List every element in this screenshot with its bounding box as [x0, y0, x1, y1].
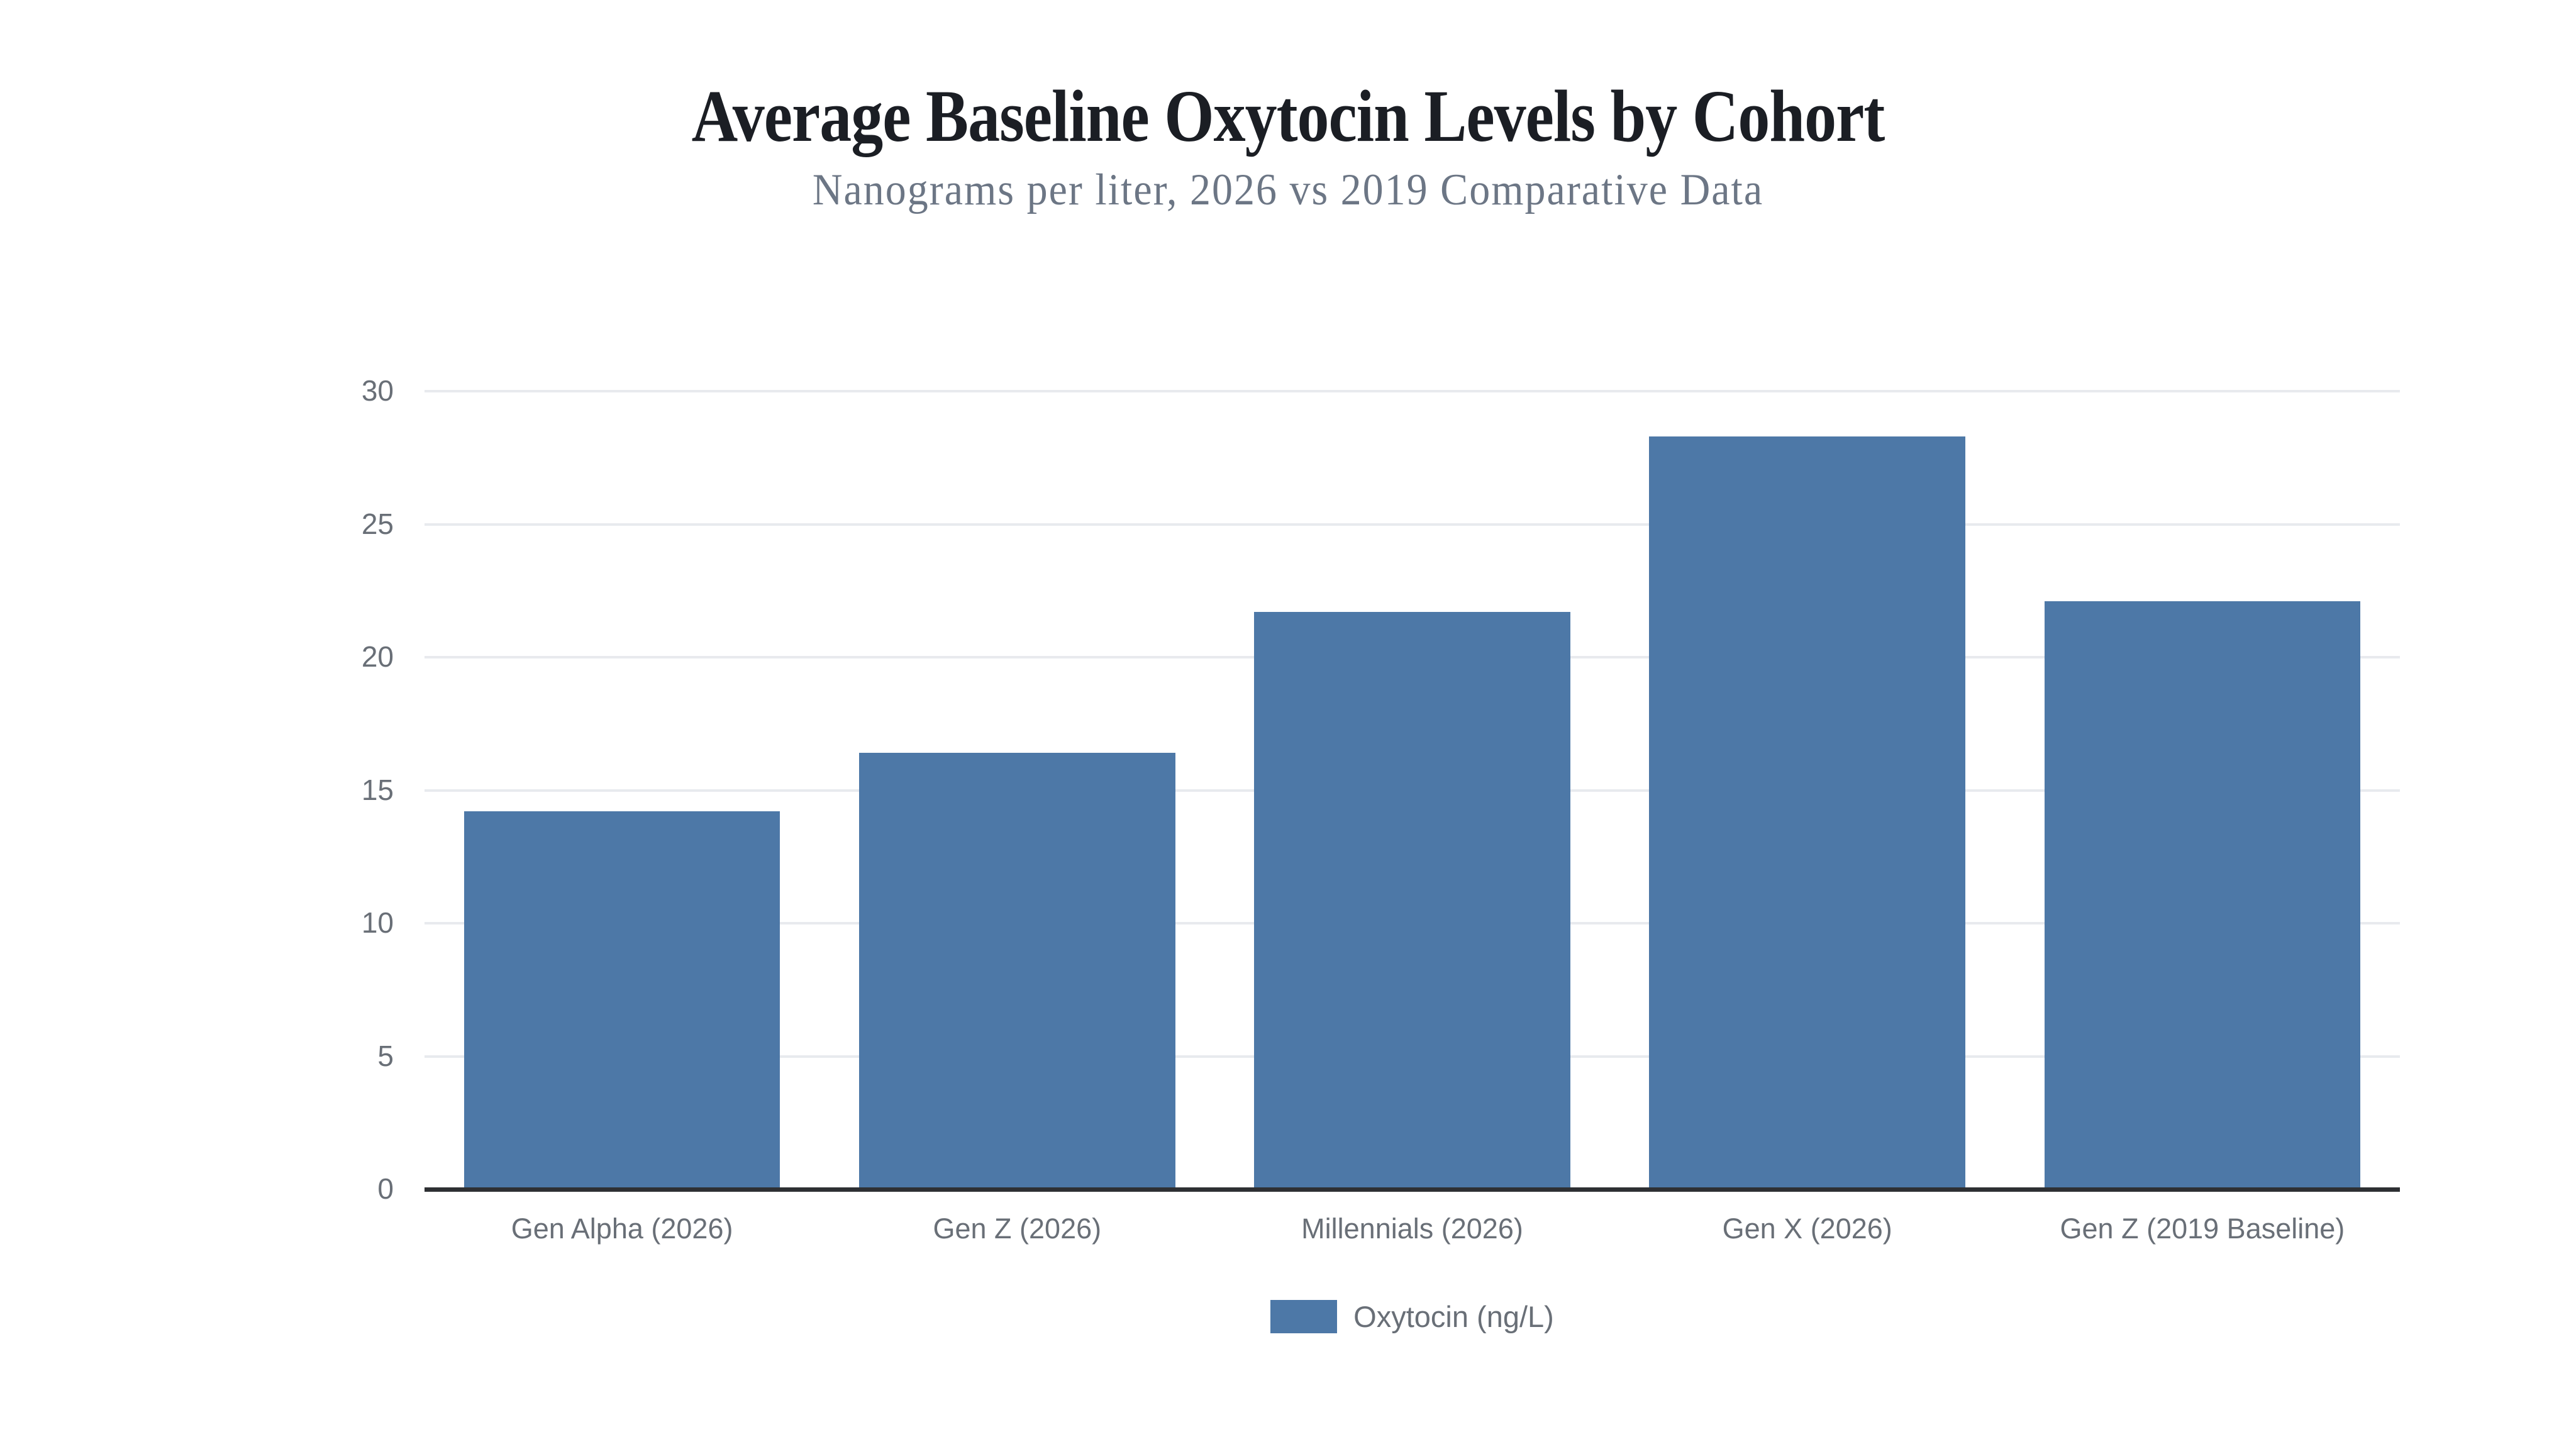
y-axis-tick-labels: 0 5 10 15 20 25 30 — [189, 374, 394, 1205]
x-axis-label: Gen X (2026) — [1722, 1213, 1892, 1245]
y-tick-label-25: 25 — [361, 507, 394, 540]
bars-group — [425, 391, 2400, 1189]
x-axis-label: Gen Alpha (2026) — [511, 1213, 733, 1245]
bar-gen-z-2026 — [859, 753, 1175, 1189]
x-axis-label: Millennials (2026) — [1301, 1213, 1523, 1245]
x-axis-category-labels: Gen Alpha (2026) Gen Z (2026) Millennials … — [425, 1213, 2400, 1245]
gridline-y-30 — [425, 390, 2400, 392]
y-tick-label-0: 0 — [377, 1172, 394, 1205]
bar-slot — [425, 391, 819, 1189]
chart-title: Average Baseline Oxytocin Levels by Coho… — [691, 75, 1885, 158]
y-tick-label-20: 20 — [361, 640, 394, 673]
plot-area — [425, 390, 2400, 1192]
bar-slot — [1610, 391, 2005, 1189]
legend-swatch-oxytocin — [1270, 1300, 1338, 1333]
y-tick-label-30: 30 — [361, 374, 394, 407]
bar-gen-alpha-2026 — [464, 811, 780, 1189]
y-tick-label-5: 5 — [377, 1039, 394, 1072]
bar-slot — [2005, 391, 2400, 1189]
legend: Oxytocin (ng/L) — [425, 1299, 2400, 1334]
y-tick-label-15: 15 — [361, 773, 394, 806]
bar-gen-x-2026 — [1649, 436, 1965, 1189]
x-axis-line — [425, 1187, 2400, 1192]
bar-gen-z-2019-baseline — [2044, 601, 2361, 1189]
legend-label-oxytocin: Oxytocin (ng/L) — [1353, 1300, 1554, 1333]
gridline-y-25 — [425, 523, 2400, 526]
y-tick-label-10: 10 — [361, 906, 394, 939]
bar-slot — [819, 391, 1214, 1189]
x-axis-label: Gen Z (2026) — [933, 1213, 1102, 1245]
bar-slot — [1214, 391, 1609, 1189]
chart-subtitle: Nanograms per liter, 2026 vs 2019 Compar… — [812, 165, 1764, 215]
bar-millennials-2026 — [1254, 612, 1570, 1189]
x-axis-label: Gen Z (2019 Baseline) — [2060, 1213, 2345, 1245]
